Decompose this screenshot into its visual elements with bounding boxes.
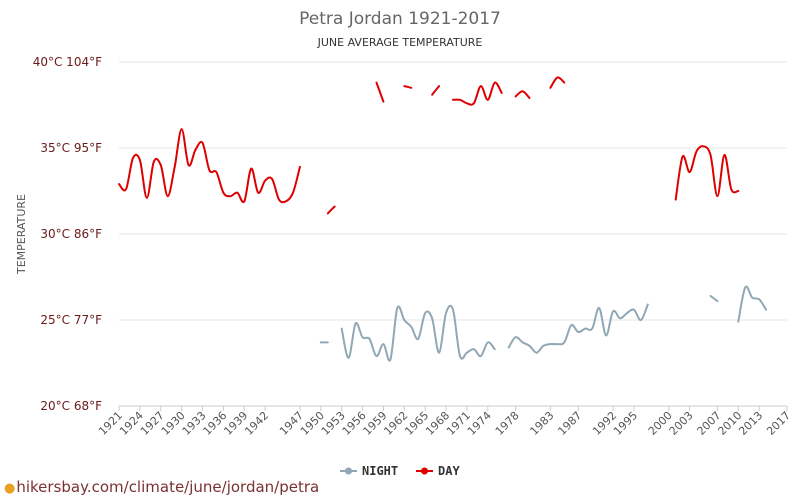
series-night-line [507,303,649,354]
x-tick-label: 2003 [667,409,696,438]
watermark[interactable]: ●hikersbay.com/climate/june/jordan/petra [4,478,319,496]
watermark-text: hikersbay.com/climate/june/jordan/petra [16,478,320,496]
y-axis-label: TEMPERATURE [15,194,28,275]
y-tick-label: 20°C 68°F [40,399,102,413]
x-tick-label: 1974 [465,409,494,438]
series-day-line [118,128,301,204]
series-night [319,285,768,362]
series-day-line [549,76,566,89]
series-day-line [375,81,385,103]
series-day-line [326,205,336,215]
series-lines [118,76,768,362]
map-pin-icon: ● [4,481,16,496]
x-tick-label: 1995 [611,409,640,438]
series-day [118,76,740,215]
grid [119,61,787,407]
legend-night-label: NIGHT [362,464,398,478]
legend-item-day[interactable]: DAY [416,464,460,478]
series-day-line [403,85,413,89]
x-tick-label: 1978 [493,409,522,438]
y-tick-labels: 40°C 104°F 35°C 95°F 30°C 86°F 25°C 77°F 20°… [33,55,102,413]
series-night-line [340,304,496,362]
y-tick-label: 40°C 104°F [33,55,102,69]
x-tick-label: 1983 [528,409,557,438]
series-day-line [674,145,740,201]
x-tick-label: 1987 [555,409,584,438]
x-tick-label: 2013 [736,409,765,438]
series-night-line [709,294,719,303]
legend-day-marker [421,467,428,475]
series-night-line [737,285,768,323]
y-tick-label: 25°C 77°F [40,313,102,327]
chart-subtitle: JUNE AVERAGE TEMPERATURE [317,36,483,49]
legend-item-night[interactable]: NIGHT [340,464,398,478]
x-tick-label: 1942 [242,409,271,438]
series-day-line [452,81,503,106]
legend: NIGHT DAY [340,464,460,478]
legend-night-marker [345,467,352,475]
series-day-line [431,85,441,96]
y-tick-label: 30°C 86°F [40,227,102,241]
legend-day-label: DAY [438,464,460,478]
x-tick-label: 2017 [764,409,793,438]
series-day-line [514,90,531,100]
chart-title: Petra Jordan 1921-2017 [299,9,501,29]
y-tick-label: 35°C 95°F [40,141,102,155]
